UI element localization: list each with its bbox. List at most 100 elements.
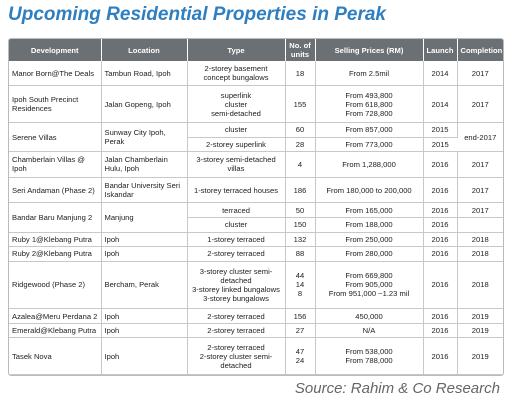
table-row: Manor Born@The Deals Tambun Road, Ipoh 2-s… [9,61,503,87]
price-line: From 538,000 [345,347,393,357]
units-cell: 47 24 [285,337,316,375]
launch-text: 2016 [431,220,449,230]
completion-cell: 2018 [457,261,503,310]
type-cell: 2-storey terraced [187,246,286,262]
price-text: From 165,000 [345,205,393,215]
development-cell: Ruby 1@Klebang Putra [9,232,102,248]
location-text: Ipoh [104,249,120,259]
units-cell: 186 [285,177,316,204]
units-cell: 4 [285,151,316,178]
completion-text: end-2017 [464,132,497,142]
launch-cell: 2016 [423,202,458,218]
table-row: Chamberlain Villas @ Ipoh Jalan Chamberla… [9,151,503,178]
table-row: Ipoh South Precinct Residences Jalan Gope… [9,85,503,123]
launch-text: 2016 [431,351,449,361]
development-text: Azalea@Meru Perdana 2 [12,311,98,321]
location-cell: Ipoh [101,323,188,339]
price-text: From 180,000 to 200,000 [326,185,412,195]
type-cell: 2-storey terraced 2-storey cluster semi-d… [187,337,286,375]
table-row: Azalea@Meru Perdana 2 Ipoh 2-storey terrac… [9,308,503,324]
launch-text: 2016 [431,234,449,244]
units-cell: 50 [285,202,316,218]
type-cell: 2-storey basement concept bungalows [187,61,286,87]
type-cell: 1-storey terraced [187,232,286,248]
type-text: 2-storey terraced [207,326,265,336]
development-cell: Manor Born@The Deals [9,61,102,87]
completion-text: 2017 [471,159,489,169]
table-row: 2-storey superlink 28 From 773,000 2015 [9,137,503,153]
type-line: superlink [220,90,252,100]
table-row: Ridgewood (Phase 2) Bercham, Perak 3-store… [9,261,503,310]
launch-cell: 2016 [423,323,458,339]
price-line: From 905,000 [345,280,393,290]
units-line: 14 [295,280,305,290]
price-cell: From 165,000 [315,202,424,218]
location-cell: Sunway City Ipoh, Perak [101,122,188,153]
price-line: From 788,000 [345,356,393,366]
launch-cell: 2016 [423,308,458,324]
column-header: Location [101,39,188,61]
type-line: cluster [224,99,248,109]
completion-text: 2019 [471,326,489,336]
type-text: terraced [222,205,250,215]
launch-text: 2014 [431,99,449,109]
launch-text: 2016 [431,205,449,215]
development-cell: Bandar Baru Manjung 2 [9,202,102,233]
price-cell: N/A [315,323,424,339]
price-line: From 951,000 ~1.23 mil [328,289,410,299]
type-cell: terraced [187,202,286,218]
units-cell: 132 [285,232,316,248]
completion-text: 2018 [471,249,489,259]
location-cell: Bercham, Perak [101,261,188,310]
price-cell: From 188,000 [315,217,424,233]
type-text: 3-storey semi-detached villas [196,155,276,174]
price-text: From 188,000 [345,220,393,230]
price-text: From 1,288,000 [342,159,396,169]
table-row: Tasek Nova Ipoh 2-storey terraced 2-storey … [9,337,503,375]
units-line: 24 [295,356,305,366]
location-text: Ipoh [104,311,120,321]
units-text: 156 [293,311,307,321]
type-line: semi-detached [211,108,261,118]
development-text: Manor Born@The Deals [12,68,94,78]
development-cell: Tasek Nova [9,337,102,375]
units-line: 44 [295,271,305,281]
completion-cell: 2017 [457,85,503,123]
type-line: 3-storey linked bungalows [192,284,280,294]
launch-cell: 2014 [423,61,458,87]
table-row: Bandar Baru Manjung 2 Manjung terraced 50 Fr… [9,202,503,233]
price-cell: From 773,000 [315,137,424,153]
development-cell: Serene Villas [9,122,102,153]
price-line: From 728,800 [345,108,393,118]
launch-text: 2014 [431,68,449,78]
header-row: Development Location Type No. of units Selli… [9,39,503,61]
column-header: Selling Prices (RM) [315,39,424,61]
units-text: 50 [295,205,305,215]
type-text: 2-storey terraced [207,311,265,321]
units-cell: 44 14 8 [285,261,316,310]
column-header: Completion [457,39,503,61]
price-line: From 493,800 [345,90,393,100]
table-frame: Development Location Type No. of units Selli… [8,38,504,376]
units-cell: 155 [285,85,316,123]
completion-text: 2019 [471,351,489,361]
completion-cell: 2017 [457,151,503,178]
type-line: 2-storey terraced [207,342,265,352]
launch-text: 2016 [431,326,449,336]
units-line: 47 [295,347,305,357]
price-cell: From 1,288,000 [315,151,424,178]
units-cell: 60 [285,122,316,138]
units-text: 28 [295,139,305,149]
type-cell: cluster [187,217,286,233]
development-text: Tasek Nova [12,351,52,361]
type-cell: 3-storey cluster semi-detached 3-storey l… [187,261,286,310]
launch-text: 2016 [431,311,449,321]
price-text: From 857,000 [345,125,393,135]
development-text: Seri Andaman (Phase 2) [12,185,95,195]
location-cell: Ipoh [101,308,188,324]
completion-text: 2019 [471,311,489,321]
type-text: cluster [224,125,248,135]
price-text: From 773,000 [345,139,393,149]
units-text: 4 [297,159,303,169]
completion-cell: 2017 [457,202,503,218]
